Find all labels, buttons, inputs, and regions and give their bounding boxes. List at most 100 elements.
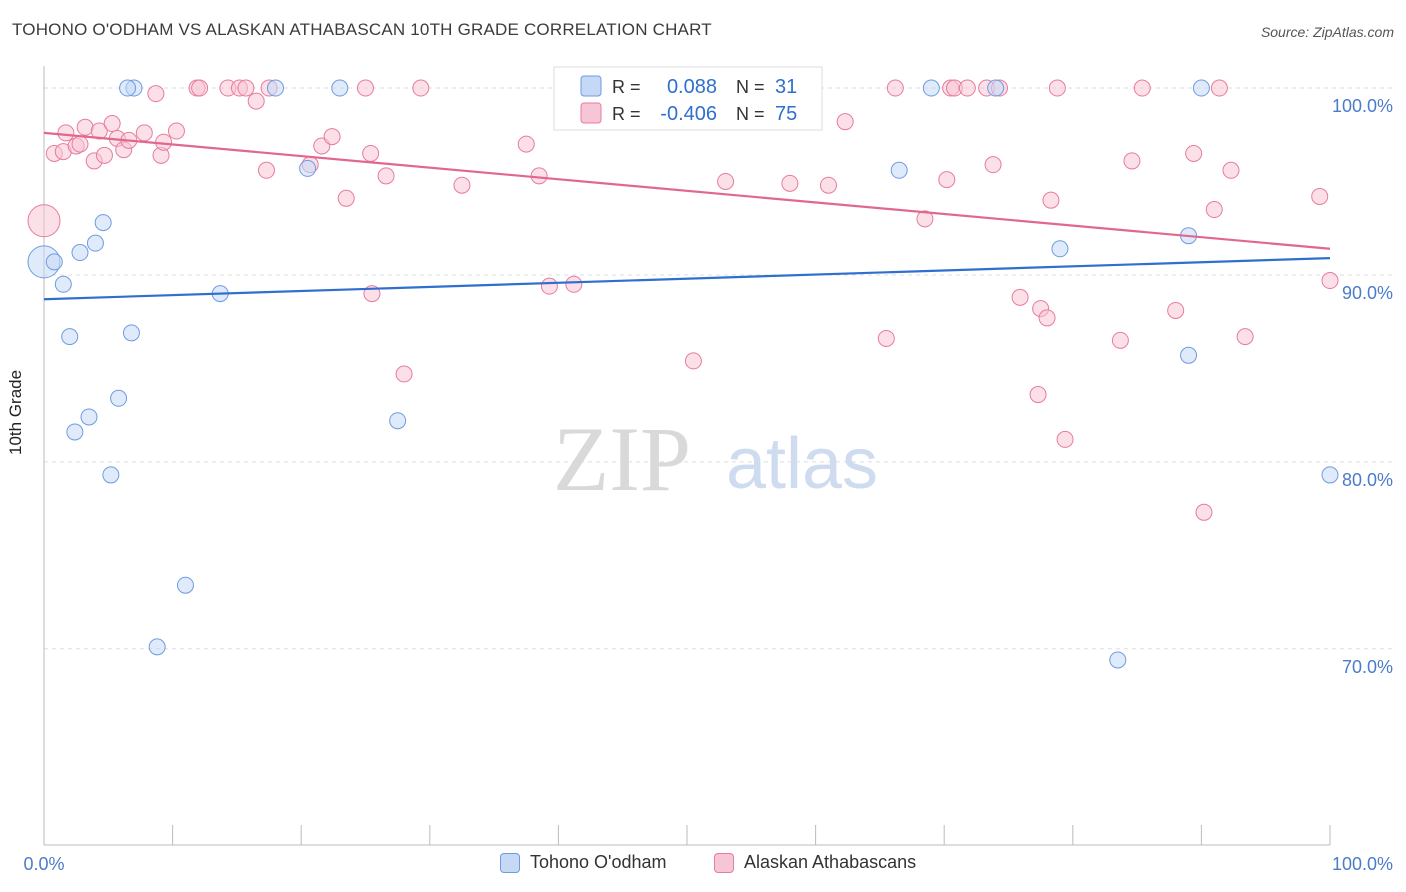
trend-line-athabascan (43, 131, 1331, 250)
data-point (1048, 79, 1066, 97)
data-point (331, 79, 349, 97)
data-point (517, 135, 535, 153)
data-point (61, 328, 79, 346)
legend-item-tohono: Tohono O'odham (500, 852, 667, 873)
legend-n-label-2: N = (736, 104, 765, 124)
data-point (71, 244, 89, 262)
data-point (299, 159, 317, 177)
legend-r-label-2: R = (612, 104, 641, 124)
legend-n-value-2: 75 (775, 103, 797, 125)
data-point (412, 79, 430, 97)
legend-swatch-athabascan (714, 852, 734, 873)
data-point (540, 277, 558, 295)
data-point (86, 234, 104, 252)
data-point (191, 79, 209, 97)
data-point (1205, 201, 1223, 219)
data-point (337, 189, 355, 207)
bottom-legend: Tohono O'odham Alaskan Athabascans (0, 852, 1406, 878)
data-point (76, 118, 94, 136)
data-point (176, 576, 194, 594)
watermark-atlas: atlas (726, 424, 878, 504)
legend-box: R = 0.088 N = 31 R = -0.406 N = 75 (553, 66, 823, 131)
data-point (119, 79, 137, 97)
data-point (247, 92, 265, 110)
data-point (530, 167, 548, 185)
legend-swatch-blue (580, 75, 602, 97)
data-point (453, 176, 471, 194)
data-point (266, 79, 284, 97)
data-point (958, 79, 976, 97)
data-point (1133, 79, 1151, 97)
data-point (1185, 144, 1203, 162)
y-tick-label: 70.0% (1342, 657, 1393, 677)
data-point (922, 79, 940, 97)
data-point (1111, 331, 1129, 349)
data-point (1195, 503, 1213, 521)
chart-title: TOHONO O'ODHAM VS ALASKAN ATHABASCAN 10T… (12, 20, 712, 39)
data-point (103, 115, 121, 133)
data-point (1167, 301, 1185, 319)
data-point (1056, 430, 1074, 448)
data-point (565, 275, 583, 293)
data-point (90, 122, 108, 140)
data-point (395, 365, 413, 383)
data-point (362, 144, 380, 162)
trend-line-tohono (43, 257, 1331, 301)
data-point (1109, 651, 1127, 669)
data-point (819, 176, 837, 194)
source-label: Source: ZipAtlas.com (1260, 24, 1394, 40)
x-tick-label: 0.0% (23, 854, 64, 874)
legend-item-athabascan: Alaskan Athabascans (714, 852, 916, 873)
y-tick-label: 100.0% (1332, 96, 1393, 116)
legend-r-value-1: 0.088 (667, 76, 717, 98)
trend-lines (43, 131, 1331, 301)
data-point (147, 85, 165, 103)
data-point (1180, 346, 1198, 364)
data-point (684, 352, 702, 370)
data-point (890, 161, 908, 179)
legend-label-tohono: Tohono O'odham (530, 852, 667, 872)
legend-r-value-2: -0.406 (660, 103, 717, 125)
data-point (1321, 466, 1339, 484)
data-point (95, 146, 113, 164)
data-point (57, 124, 75, 142)
data-point (389, 412, 407, 430)
data-point (1038, 309, 1056, 327)
legend-n-label-1: N = (736, 77, 765, 97)
data-point (886, 79, 904, 97)
data-point (122, 324, 140, 342)
data-point (1051, 240, 1069, 258)
legend-n-value-1: 31 (775, 76, 797, 98)
data-point (167, 122, 185, 140)
x-tick-label: 100.0% (1332, 854, 1393, 874)
grid-lines (44, 87, 1393, 650)
data-point (135, 124, 153, 142)
data-point (1321, 272, 1339, 290)
data-point (836, 113, 854, 131)
data-point (781, 174, 799, 192)
data-point (1236, 328, 1254, 346)
alaskan-athabascans-points (27, 79, 1339, 521)
data-point (987, 79, 1005, 97)
data-point (94, 214, 112, 232)
data-point (237, 79, 255, 97)
data-point (916, 210, 934, 228)
data-point (1123, 152, 1141, 170)
data-point (377, 167, 395, 185)
legend-swatch-pink (580, 102, 602, 124)
legend-swatch-tohono (500, 852, 520, 873)
data-point (45, 253, 63, 271)
legend-r-label-1: R = (612, 77, 641, 97)
data-point (66, 423, 84, 441)
watermark-zip: ZIP (553, 408, 691, 510)
data-point (1210, 79, 1228, 97)
data-point (1029, 386, 1047, 404)
data-point (984, 156, 1002, 174)
tohono-oodham-points (27, 79, 1339, 669)
data-point (110, 389, 128, 407)
data-point (1222, 161, 1240, 179)
data-point (148, 638, 166, 656)
data-point (323, 128, 341, 146)
axes (43, 66, 1331, 846)
